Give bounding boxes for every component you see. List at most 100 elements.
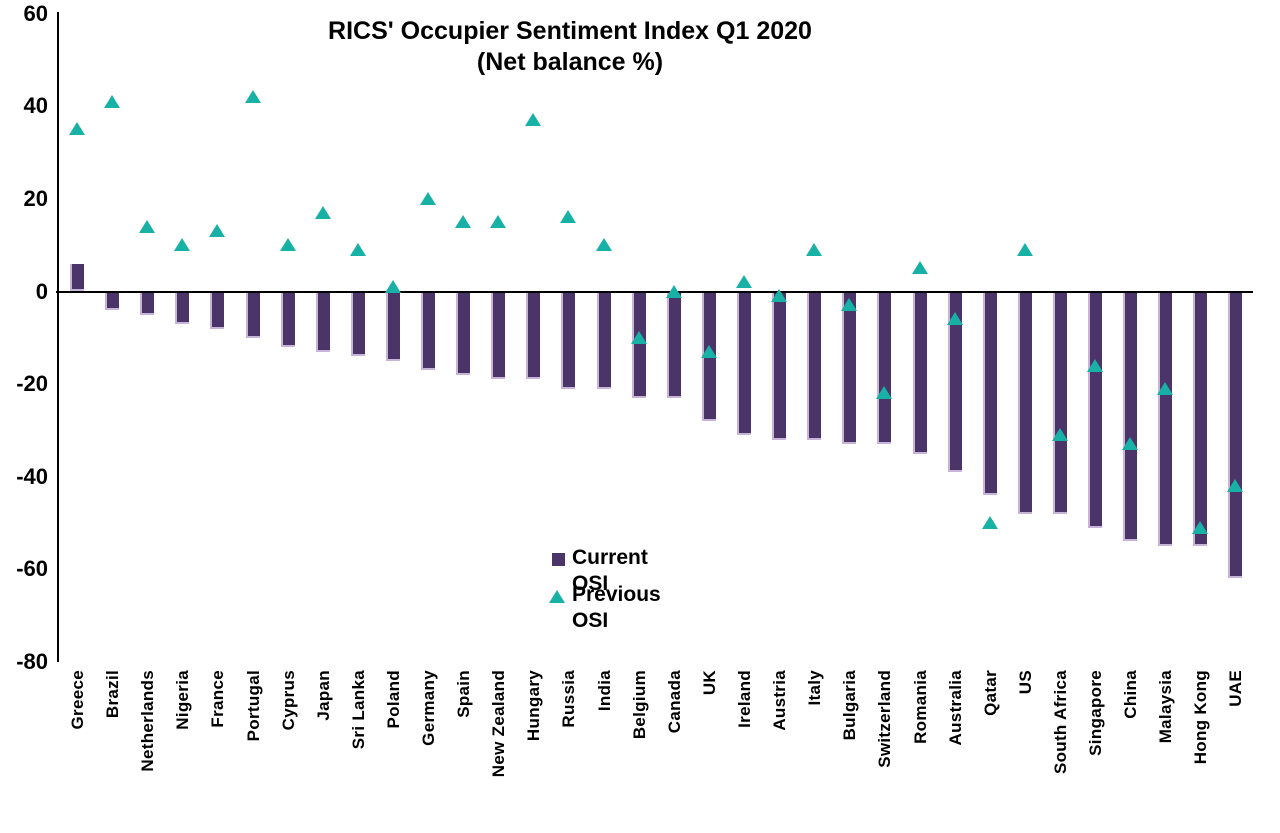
y-axis-tick-label-60: 60: [23, 0, 48, 26]
bar-austria: [772, 291, 787, 440]
prev-osi-marker-uae: [1227, 478, 1244, 492]
x-axis-label-japan: Japan: [313, 670, 333, 721]
prev-osi-marker-greece: [69, 122, 85, 136]
prev-osi-marker-russia: [560, 210, 577, 224]
bar-greece: [70, 263, 84, 292]
x-axis-label-malaysia: Malaysia: [1156, 670, 1176, 744]
x-axis-label-hong-kong: Hong Kong: [1191, 670, 1211, 765]
prev-osi-marker-new-zealand: [490, 215, 507, 229]
bar-japan: [315, 291, 330, 352]
bar-india: [596, 291, 611, 389]
x-axis-label-canada: Canada: [664, 670, 684, 734]
x-axis-label-poland: Poland: [383, 670, 403, 729]
x-axis-label-italy: Italy: [805, 670, 825, 706]
prev-osi-marker-brazil: [104, 94, 121, 108]
prev-osi-marker-south-africa: [1051, 427, 1068, 441]
x-axis-label-belgium: Belgium: [629, 670, 649, 740]
prev-osi-marker-us: [1016, 242, 1033, 256]
prev-osi-marker-italy: [806, 242, 823, 256]
prev-osi-marker-portugal: [244, 90, 261, 104]
bar-ireland: [736, 291, 751, 435]
prev-osi-marker-romania: [911, 261, 928, 275]
y-axis-tick-label-0: 0: [35, 278, 48, 304]
prev-osi-marker-ireland: [735, 275, 752, 289]
chart-title-line2: (Net balance %): [476, 48, 664, 76]
bar-italy: [807, 291, 822, 440]
prev-osi-marker-germany: [420, 191, 437, 205]
prev-osi-marker-malaysia: [1157, 381, 1174, 395]
x-axis-label-south-africa: South Africa: [1050, 670, 1070, 775]
prev-osi-marker-singapore: [1087, 358, 1104, 372]
x-axis-label-uk: UK: [699, 670, 719, 696]
previous-osi-legend-marker-icon: [549, 590, 565, 603]
x-axis-label-portugal: Portugal: [243, 670, 263, 742]
x-axis-label-singapore: Singapore: [1086, 670, 1106, 756]
x-axis-label-austria: Austria: [770, 670, 790, 731]
bar-singapore: [1088, 291, 1103, 528]
x-axis-label-brazil: Brazil: [103, 670, 123, 719]
x-axis-label-qatar: Qatar: [980, 670, 1000, 716]
prev-osi-marker-japan: [314, 205, 331, 219]
bar-romania: [912, 291, 927, 454]
x-axis-label-ireland: Ireland: [734, 670, 754, 728]
x-axis-label-germany: Germany: [419, 670, 439, 746]
bar-china: [1123, 291, 1138, 542]
bar-qatar: [982, 291, 997, 496]
prev-osi-marker-hong-kong: [1192, 520, 1209, 534]
x-axis-label-france: France: [208, 670, 228, 728]
bar-us: [1017, 291, 1032, 514]
x-axis-label-russia: Russia: [559, 670, 579, 728]
bar-hong-kong: [1193, 291, 1208, 547]
x-axis-label-new-zealand: New Zealand: [489, 670, 509, 778]
x-axis-label-sri-lanka: Sri Lanka: [348, 670, 368, 750]
prev-osi-marker-belgium: [630, 330, 647, 344]
bar-brazil: [105, 291, 120, 310]
y-axis-tick-label--80: -80: [16, 648, 48, 674]
x-axis-label-india: India: [594, 670, 614, 712]
prev-osi-marker-sri-lanka: [349, 242, 366, 256]
bar-belgium: [631, 291, 646, 398]
prev-osi-marker-cyprus: [279, 238, 296, 252]
y-axis-tick-label--60: -60: [16, 556, 48, 582]
x-axis-label-nigeria: Nigeria: [173, 670, 193, 730]
bar-australia: [947, 291, 962, 472]
bar-bulgaria: [842, 291, 857, 445]
bar-switzerland: [877, 291, 892, 445]
previous-osi-legend-label: Previous OSI: [572, 583, 661, 632]
bar-uae: [1228, 291, 1243, 579]
current-osi-legend-swatch: [552, 553, 565, 566]
bar-sri-lanka: [350, 291, 365, 357]
bar-france: [210, 291, 225, 329]
bar-hungary: [526, 291, 541, 380]
prev-osi-marker-canada: [665, 284, 682, 298]
x-axis-label-hungary: Hungary: [524, 670, 544, 742]
bar-nigeria: [175, 291, 190, 324]
zero-baseline: [56, 290, 1253, 293]
bar-malaysia: [1158, 291, 1173, 547]
prev-osi-marker-uk: [700, 344, 717, 358]
bar-cyprus: [280, 291, 295, 348]
y-axis-tick-label-20: 20: [23, 185, 48, 211]
x-axis-label-uae: UAE: [1226, 670, 1246, 707]
bar-canada: [666, 291, 681, 398]
bar-portugal: [245, 291, 260, 338]
prev-osi-marker-australia: [946, 312, 963, 326]
y-axis-tick-label--20: -20: [16, 371, 48, 397]
bar-germany: [421, 291, 436, 371]
prev-osi-marker-austria: [771, 289, 788, 303]
prev-osi-marker-switzerland: [876, 386, 893, 400]
prev-osi-marker-france: [209, 224, 226, 238]
x-axis-label-china: China: [1121, 670, 1141, 719]
y-axis-tick-label-40: 40: [23, 93, 48, 119]
bar-spain: [456, 291, 471, 375]
bar-new-zealand: [491, 291, 506, 380]
chart-title-line1: RICS' Occupier Sentiment Index Q1 2020: [328, 17, 812, 45]
y-axis-tick-label--40: -40: [16, 463, 48, 489]
prev-osi-marker-netherlands: [139, 219, 156, 233]
x-axis-label-us: US: [1015, 670, 1035, 695]
bar-netherlands: [140, 291, 155, 315]
x-axis-label-romania: Romania: [910, 670, 930, 744]
y-axis-line: [57, 12, 59, 662]
x-axis-label-cyprus: Cyprus: [278, 670, 298, 731]
